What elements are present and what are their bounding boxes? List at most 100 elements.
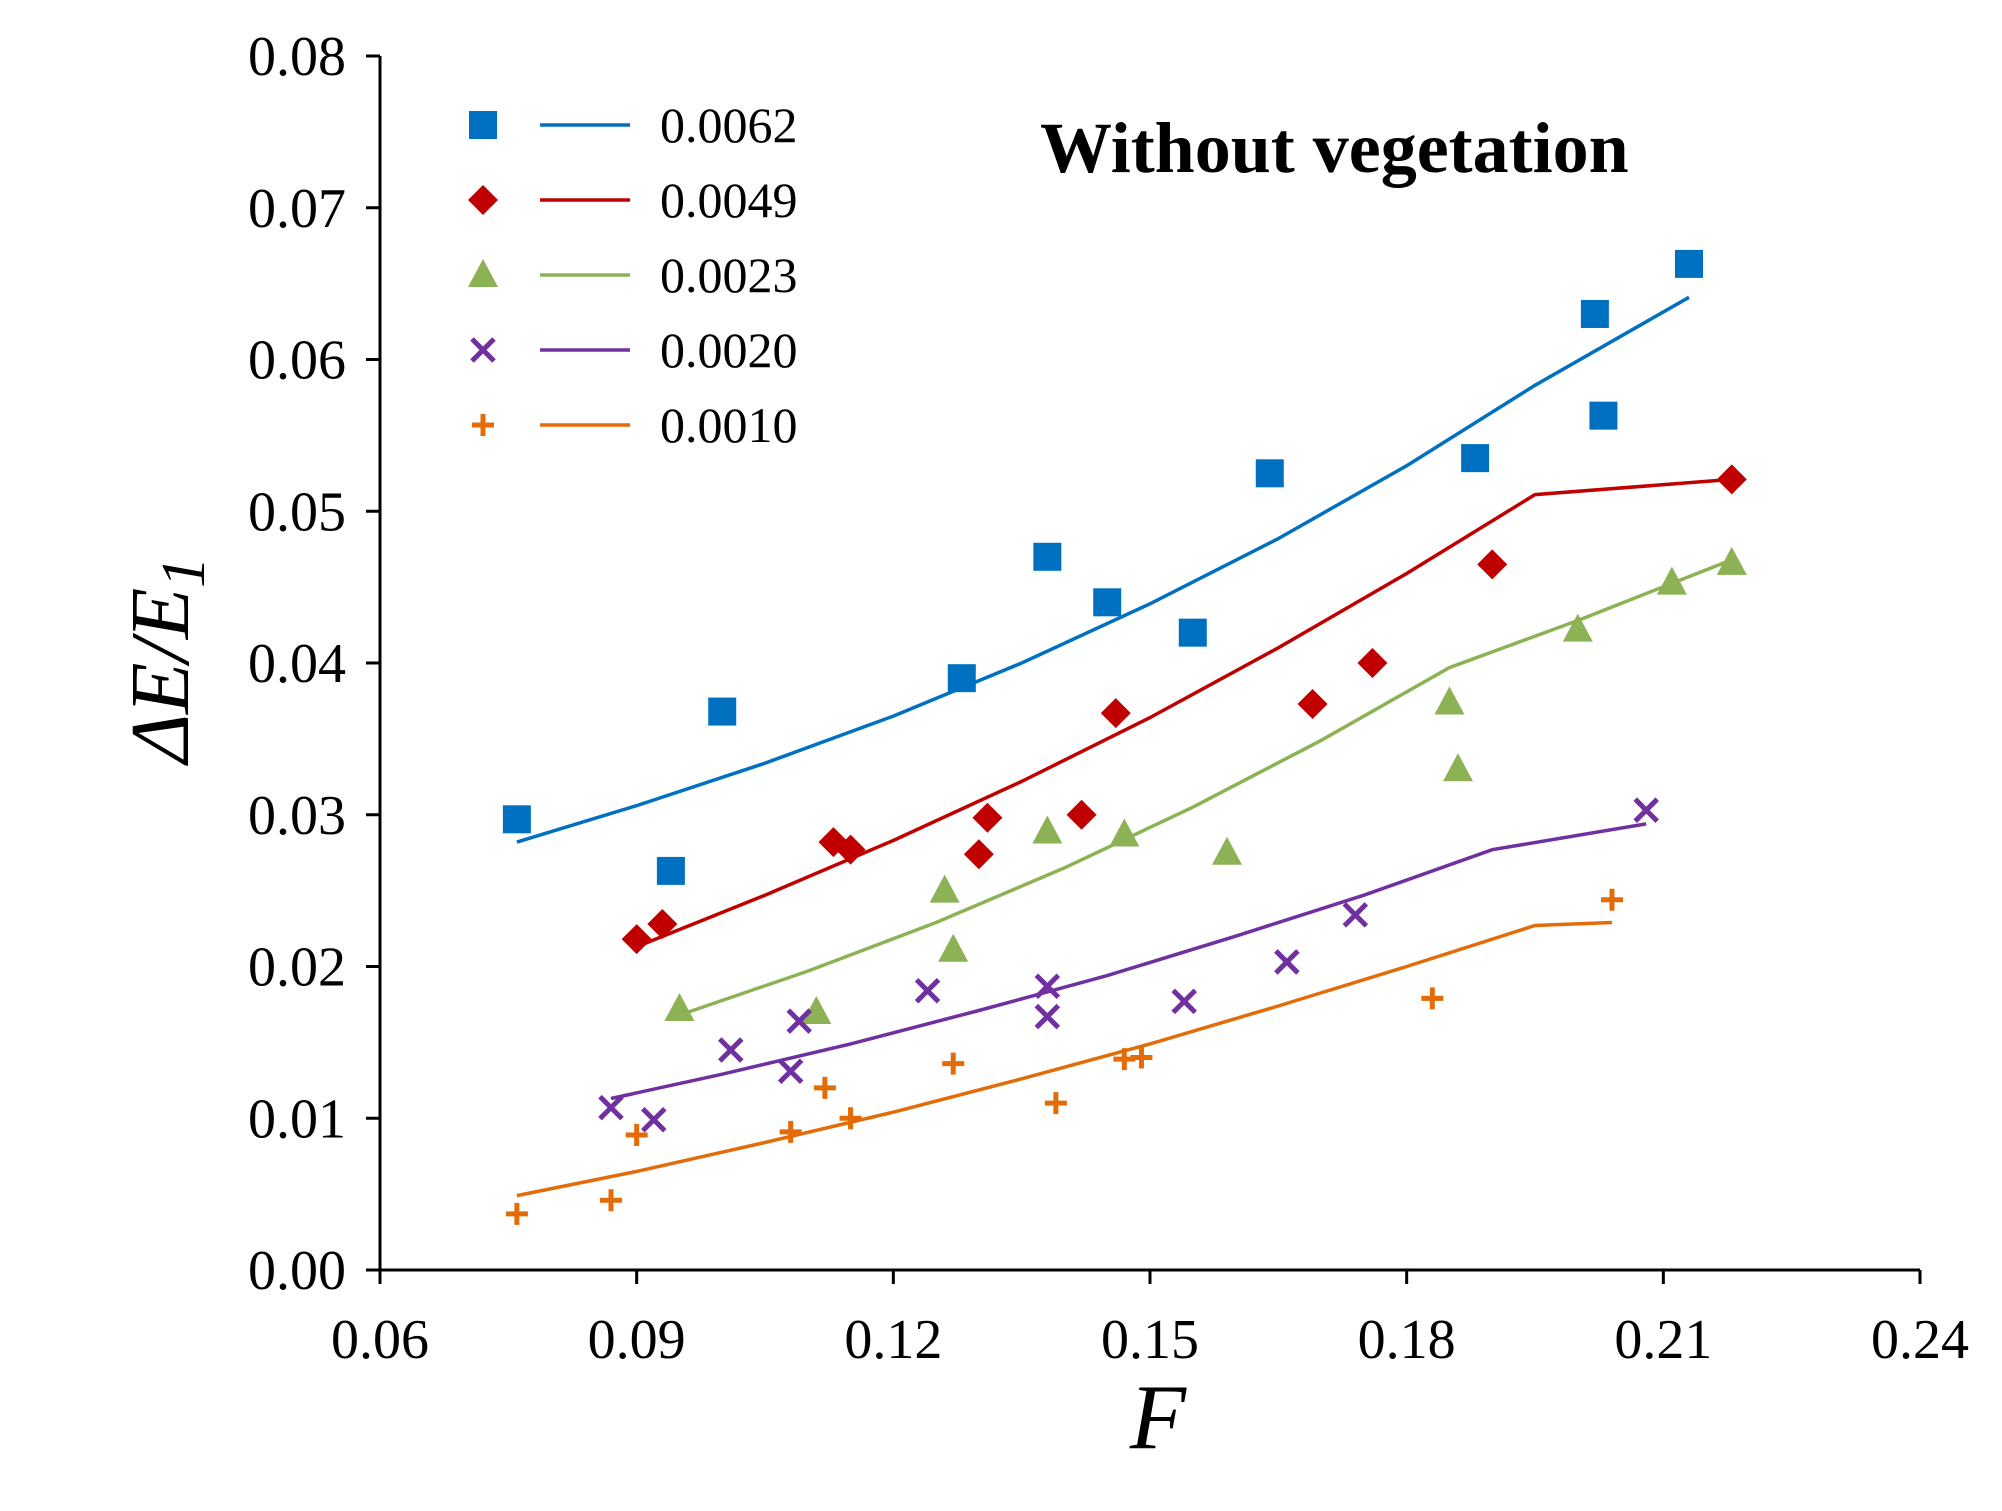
data-point-0.0062 [1589, 401, 1618, 430]
data-point-0.0062 [1033, 542, 1062, 571]
data-point-0.0023 [1109, 818, 1140, 847]
legend-label-0.0010: 0.0010 [660, 397, 798, 453]
data-point-0.0010 [942, 1052, 965, 1075]
data-point-0.0062 [656, 856, 685, 885]
data-point-0.0049 [1477, 549, 1508, 580]
legend: 0.0062 0.0049 0.0023 0.0020 0.0010 [468, 97, 798, 453]
legend-marker-0.0020 [470, 337, 496, 363]
trendline-0.0049 [636, 477, 1732, 949]
data-point-0.0062 [708, 697, 737, 726]
data-point-0.0010 [625, 1123, 648, 1146]
data-point-0.0020 [914, 978, 941, 1004]
data-point-0.0023 [1434, 686, 1465, 715]
data-point-0.0062 [1461, 444, 1490, 473]
data-point-0.0020 [1274, 949, 1300, 975]
y-tick-label: 0.05 [248, 481, 346, 543]
data-point-0.0020 [1034, 1003, 1061, 1030]
data-point-0.0010 [1421, 987, 1444, 1010]
y-axis-title-subscript: 1 [150, 557, 218, 588]
data-point-0.0049 [963, 839, 994, 870]
y-tick-label: 0.06 [248, 330, 346, 392]
data-point-0.0010 [779, 1120, 802, 1143]
data-point-0.0020 [718, 1037, 744, 1063]
y-tick-label: 0.01 [248, 1088, 346, 1150]
data-point-0.0023 [801, 996, 832, 1025]
x-tick-label: 0.24 [1871, 1309, 1969, 1371]
y-tick-label: 0.02 [248, 937, 346, 999]
y-tick-label: 0.08 [248, 26, 346, 88]
data-point-0.0049 [1357, 648, 1388, 678]
data-point-0.0062 [1178, 618, 1207, 647]
data-point-0.0023 [1656, 566, 1687, 595]
y-tick-label: 0.00 [248, 1240, 346, 1302]
legend-marker-0.0049 [468, 185, 498, 215]
legend-marker-0.0062 [469, 111, 497, 139]
data-point-0.0062 [1255, 459, 1284, 488]
data-point-0.0049 [1066, 799, 1097, 830]
data-point-0.0023 [1716, 546, 1747, 575]
data-point-0.0010 [600, 1189, 622, 1212]
data-point-0.0010 [813, 1076, 836, 1099]
data-point-0.0049 [1297, 688, 1328, 719]
data-point-0.0023 [664, 992, 695, 1021]
chart-annotation: Without vegetation [1040, 108, 1629, 188]
data-point-0.0020 [1034, 973, 1061, 999]
data-point-0.0062 [1675, 249, 1703, 278]
x-tick-label: 0.15 [1101, 1309, 1199, 1371]
trendlines [516, 295, 1733, 1198]
data-point-0.0049 [972, 802, 1003, 833]
trendline-0.0062 [516, 295, 1690, 844]
data-point-0.0023 [938, 933, 969, 962]
y-axis-title-main: ΔE/E [114, 588, 207, 766]
data-point-0.0049 [1100, 698, 1131, 729]
data-point-0.0020 [598, 1094, 624, 1121]
data-point-0.0023 [1032, 815, 1063, 844]
data-point-0.0062 [502, 805, 531, 834]
markers [502, 249, 1747, 1225]
y-ticks: 0.00 0.01 0.02 0.03 0.04 0.05 0.06 0.07 0.08 [248, 26, 380, 1302]
plot-area [378, 56, 1920, 1272]
data-point-0.0010 [1130, 1046, 1153, 1069]
data-point-0.0023 [1443, 753, 1473, 782]
x-tick-label: 0.09 [588, 1309, 686, 1371]
x-tick-label: 0.18 [1358, 1309, 1456, 1371]
data-point-0.0020 [777, 1058, 804, 1084]
data-point-0.0020 [641, 1107, 667, 1133]
data-point-0.0010 [1601, 888, 1623, 911]
y-axis-title: ΔE/E1 [114, 557, 218, 766]
legend-marker-0.0023 [468, 259, 498, 287]
data-point-0.0020 [786, 1008, 812, 1034]
data-point-0.0023 [1562, 613, 1593, 642]
x-tick-label: 0.06 [331, 1309, 429, 1371]
data-point-0.0049 [835, 834, 866, 865]
legend-label-0.0020: 0.0020 [660, 322, 798, 378]
data-point-0.0010 [505, 1202, 528, 1225]
data-point-0.0023 [1212, 836, 1242, 865]
data-point-0.0020 [1342, 902, 1369, 928]
x-ticks: 0.06 0.09 0.12 0.15 0.18 0.21 0.24 [331, 1270, 1969, 1371]
data-point-0.0020 [1171, 988, 1197, 1015]
data-point-0.0023 [929, 874, 960, 903]
data-point-0.0049 [621, 924, 652, 955]
data-point-0.0010 [839, 1107, 862, 1130]
y-tick-label: 0.03 [248, 785, 346, 847]
x-tick-label: 0.21 [1614, 1309, 1712, 1371]
legend-label-0.0049: 0.0049 [660, 172, 798, 228]
legend-marker-0.0010 [472, 414, 494, 436]
x-axis-title: F [1129, 1366, 1187, 1468]
legend-label-0.0023: 0.0023 [660, 247, 798, 303]
data-point-0.0062 [947, 664, 976, 693]
legend-label-0.0062: 0.0062 [660, 97, 798, 153]
y-tick-label: 0.07 [248, 178, 346, 240]
data-point-0.0010 [1044, 1092, 1067, 1115]
data-point-0.0049 [647, 909, 678, 940]
trendline-0.0020 [610, 822, 1647, 1101]
x-tick-label: 0.12 [844, 1309, 942, 1371]
trendline-0.0023 [678, 558, 1733, 1017]
data-point-0.0049 [1716, 464, 1747, 495]
data-point-0.0020 [1633, 797, 1659, 823]
y-tick-label: 0.04 [248, 633, 346, 695]
data-point-0.0062 [1093, 588, 1122, 617]
trendline-0.0010 [516, 920, 1613, 1198]
